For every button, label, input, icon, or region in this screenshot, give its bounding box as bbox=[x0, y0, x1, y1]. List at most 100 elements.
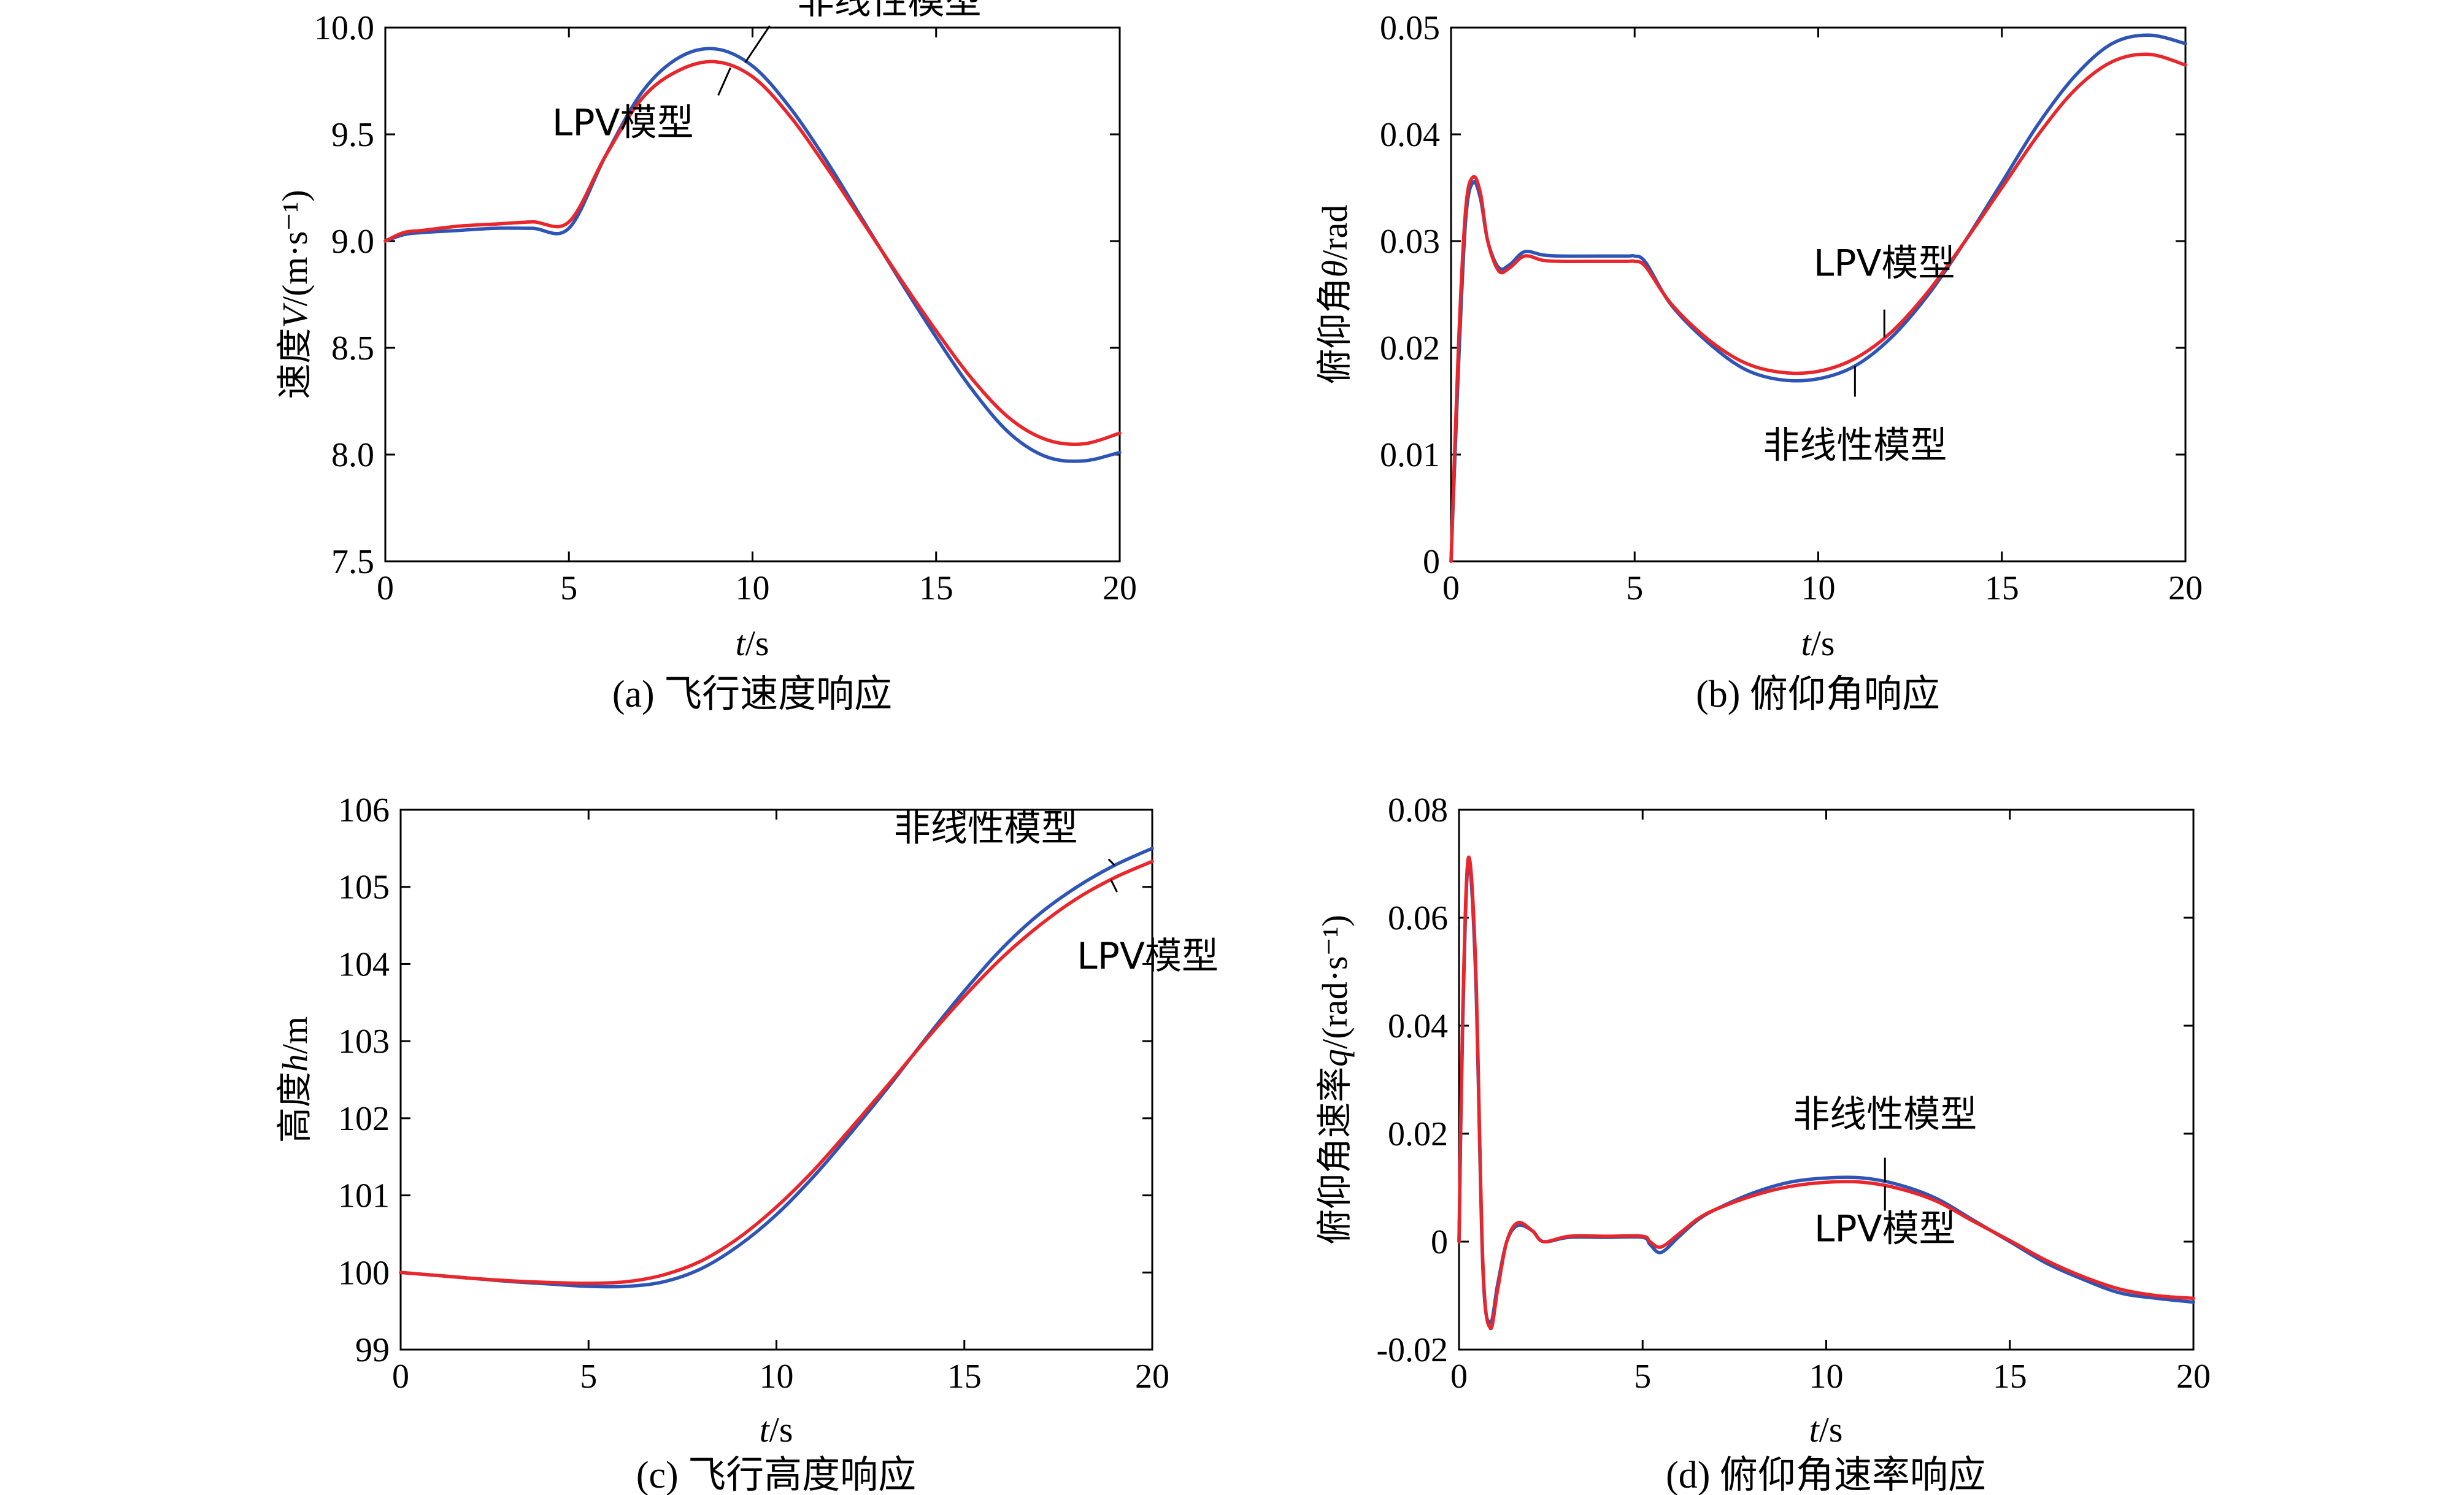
x-tick-label: 15 bbox=[1985, 569, 2019, 607]
x-tick-label: 0 bbox=[377, 569, 394, 607]
y-axis-unit: /rad bbox=[1315, 205, 1355, 260]
y-tick-label: 102 bbox=[338, 1100, 390, 1138]
x-axis-label: t/s bbox=[760, 1410, 793, 1450]
x-tick-label: 10 bbox=[736, 569, 770, 607]
plot-frame bbox=[1458, 809, 2195, 1351]
x-tick-label: 10 bbox=[760, 1358, 794, 1396]
y-tick-label: 0.05 bbox=[1380, 9, 1440, 47]
caption-a: (a) 飞行速度响应 bbox=[612, 674, 892, 715]
annotation-label: 非线性模型 bbox=[1763, 425, 1947, 467]
y-axis-prefix: 速度 bbox=[275, 328, 315, 399]
y-tick-label: 0.06 bbox=[1388, 899, 1448, 937]
y-axis-var: V bbox=[275, 302, 315, 328]
y-tick-label: 0 bbox=[1431, 1223, 1448, 1261]
x-tick-label: 20 bbox=[2168, 569, 2203, 607]
x-tick-label: 10 bbox=[1809, 1358, 1844, 1396]
x-tick-label: 15 bbox=[947, 1358, 982, 1396]
y-tick-label: 0.03 bbox=[1380, 223, 1440, 261]
annotation-leader bbox=[1110, 879, 1118, 893]
tick-group: 0 5 10 15 20 99 100 101 102 103 104 105 106 bbox=[338, 791, 1169, 1396]
y-axis-label: 俯仰角速率q/(rad·s⁻¹) bbox=[1315, 915, 1355, 1245]
y-tick-label: 106 bbox=[338, 791, 390, 829]
y-axis-var: q bbox=[1315, 1049, 1355, 1067]
annotation-label: LPV模型 bbox=[1077, 935, 1219, 978]
x-axis-unit: /s bbox=[745, 623, 769, 663]
x-axis-var: t bbox=[1801, 623, 1812, 663]
x-tick-label: 5 bbox=[1626, 569, 1643, 607]
plot-frame bbox=[384, 26, 1121, 563]
caption-b: (b) 俯仰角响应 bbox=[1696, 674, 1940, 715]
y-axis-var: h bbox=[275, 1054, 315, 1072]
y-axis-label: 速度V/(m·s⁻¹) bbox=[275, 190, 315, 399]
x-tick-label: 20 bbox=[2176, 1358, 2211, 1396]
annotation-group: 非线性模型 LPV模型 bbox=[552, 0, 982, 144]
y-tick-label: 0.08 bbox=[1388, 791, 1448, 829]
y-tick-label: 101 bbox=[338, 1177, 390, 1215]
y-tick-label: 104 bbox=[338, 945, 390, 983]
x-tick-label: 10 bbox=[1801, 569, 1836, 607]
y-tick-label: 100 bbox=[338, 1254, 390, 1292]
x-axis-var: t bbox=[736, 623, 747, 663]
y-tick-label: 8.0 bbox=[331, 436, 374, 474]
annotation-leader bbox=[717, 67, 731, 96]
panel-a-speed: 0 5 10 15 20 7.5 8.0 8.5 9.0 9.5 10.0 非线性模型 LPV模型 t… bbox=[275, 0, 1137, 715]
series-line-nonlinear bbox=[399, 847, 1154, 1289]
x-axis-unit: /s bbox=[769, 1410, 793, 1450]
x-tick-label: 15 bbox=[1993, 1358, 2027, 1396]
x-axis-label: t/s bbox=[1809, 1410, 1843, 1450]
tick-group: 0 5 10 15 20 0 0.01 0.02 0.03 0.04 0.05 bbox=[1380, 9, 2203, 607]
y-tick-label: 9.5 bbox=[331, 116, 374, 154]
annotation-group: 非线性模型 LPV模型 bbox=[1793, 1093, 1977, 1251]
series-line-lpv bbox=[1449, 52, 2187, 563]
annotation-label: LPV模型 bbox=[552, 101, 694, 144]
x-tick-label: 5 bbox=[580, 1358, 597, 1396]
annotation-label: LPV模型 bbox=[1814, 242, 1955, 285]
y-tick-label: 0.01 bbox=[1380, 436, 1440, 474]
plot-frame bbox=[1450, 26, 2187, 563]
series-group bbox=[399, 847, 1154, 1289]
y-tick-label: 0.02 bbox=[1380, 329, 1440, 367]
y-tick-label: 0.02 bbox=[1388, 1115, 1448, 1153]
y-axis-unit: /m bbox=[275, 1017, 315, 1054]
x-tick-label: 20 bbox=[1135, 1358, 1169, 1396]
series-group bbox=[383, 47, 1122, 463]
y-tick-label: 105 bbox=[338, 869, 390, 907]
x-tick-label: 0 bbox=[1450, 1358, 1468, 1396]
y-tick-label: 7.5 bbox=[331, 543, 374, 581]
y-axis-var: θ bbox=[1315, 260, 1355, 278]
y-tick-label: 10.0 bbox=[314, 9, 374, 47]
plot-frame bbox=[399, 809, 1153, 1351]
series-line-lpv bbox=[1457, 855, 2195, 1331]
x-tick-label: 0 bbox=[392, 1358, 409, 1396]
x-tick-label: 20 bbox=[1103, 569, 1137, 607]
annotation-label: 非线性模型 bbox=[798, 0, 982, 23]
tick-group: 0 5 10 15 20 7.5 8.0 8.5 9.0 9.5 10.0 bbox=[314, 9, 1137, 607]
panel-c-altitude: 0 5 10 15 20 99 100 101 102 103 104 105 106 非线性模型 LPV… bbox=[275, 791, 1219, 1495]
x-tick-label: 5 bbox=[1634, 1358, 1651, 1396]
y-tick-label: 99 bbox=[355, 1331, 390, 1369]
y-tick-label: 0.04 bbox=[1380, 116, 1440, 154]
caption-c: (c) 飞行高度响应 bbox=[636, 1455, 916, 1495]
y-tick-label: 0.04 bbox=[1388, 1007, 1448, 1045]
y-tick-label: 103 bbox=[338, 1023, 390, 1061]
annotation-leader bbox=[1107, 858, 1115, 866]
x-axis-label: t/s bbox=[736, 623, 769, 663]
x-axis-label: t/s bbox=[1801, 623, 1835, 663]
x-axis-var: t bbox=[760, 1410, 771, 1450]
x-axis-unit: /s bbox=[1811, 623, 1835, 663]
y-tick-label: -0.02 bbox=[1376, 1331, 1448, 1369]
x-axis-var: t bbox=[1809, 1410, 1820, 1450]
panel-b-pitch-angle: 0 5 10 15 20 0 0.01 0.02 0.03 0.04 0.05 LPV模型非线性模型… bbox=[1315, 9, 2203, 715]
series-line-nonlinear bbox=[1449, 33, 2187, 563]
caption-d: (d) 俯仰角速率响应 bbox=[1666, 1455, 1986, 1495]
series-group bbox=[1457, 855, 2195, 1331]
y-tick-label: 9.0 bbox=[331, 223, 374, 261]
y-axis-label: 高度h/m bbox=[275, 1017, 315, 1143]
annotation-label: 非线性模型 bbox=[894, 807, 1078, 850]
series-group bbox=[1449, 33, 2187, 563]
x-tick-label: 0 bbox=[1442, 569, 1460, 607]
